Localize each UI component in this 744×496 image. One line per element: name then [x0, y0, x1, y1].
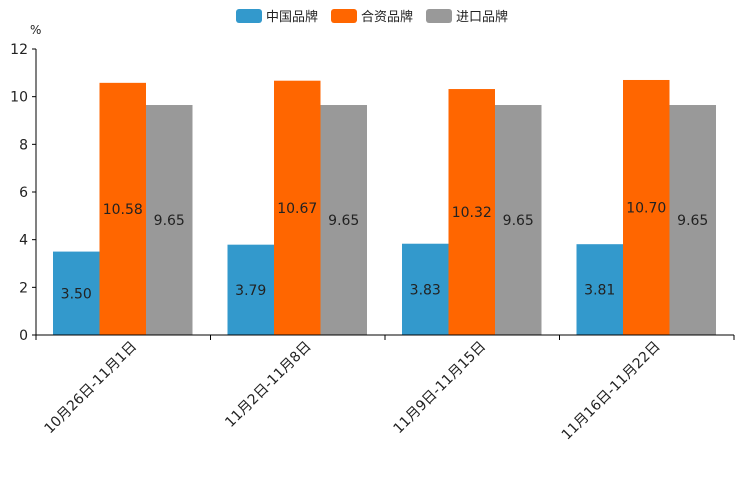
y-tick-label: 0	[19, 328, 28, 344]
bar	[99, 82, 146, 336]
bar-data-label: 9.65	[677, 213, 708, 229]
x-axis: 10月26日-11月1日 11月2日-11月8日 11月9日-11月15日 11月16…	[35, 334, 735, 444]
y-axis-unit-label: %	[30, 23, 41, 37]
y-tick-label: 10	[10, 90, 28, 106]
x-tick-label: 11月9日-11月15日	[391, 339, 490, 438]
legend-entry-2: 合资品牌	[331, 9, 413, 25]
bar-data-label: 10.67	[277, 201, 317, 217]
bar	[320, 105, 367, 335]
x-tick-label: 10月26日-11月1日	[42, 339, 141, 438]
legend-swatch	[331, 9, 357, 23]
bar	[53, 251, 100, 335]
bar	[669, 105, 716, 335]
bar-data-label: 10.32	[452, 205, 492, 221]
bar-data-label: 3.83	[410, 282, 441, 298]
legend-label: 进口品牌	[456, 9, 508, 25]
legend-label: 中国品牌	[266, 9, 318, 25]
bar-data-label: 3.79	[235, 283, 266, 299]
bar	[402, 243, 449, 335]
y-axis: 0 2 4 6 8 10 12	[10, 42, 37, 344]
legend-swatch	[426, 9, 452, 23]
bar	[274, 80, 321, 335]
legend: 中国品牌 合资品牌 进口品牌	[236, 9, 508, 25]
bar	[448, 89, 495, 335]
bar-data-label: 10.58	[103, 202, 143, 218]
bar-data-label: 9.65	[503, 213, 534, 229]
bars: 3.50 10.58 9.65 3.79 10.67 9.65 3.83 10.32 9.65 3…	[53, 79, 716, 336]
y-tick-label: 12	[10, 42, 28, 58]
legend-entry-1: 中国品牌	[236, 9, 318, 25]
bar	[576, 244, 623, 335]
legend-entry-3: 进口品牌	[426, 9, 508, 25]
legend-label: 合资品牌	[361, 9, 413, 25]
bar	[495, 105, 542, 335]
y-tick-label: 4	[19, 233, 28, 249]
bar	[623, 79, 670, 335]
x-tick-label: 11月2日-11月8日	[222, 339, 314, 431]
bar-data-label: 3.81	[584, 283, 615, 299]
bar-data-label: 10.70	[626, 200, 666, 216]
bar-data-label: 9.65	[328, 213, 359, 229]
bar-data-label: 9.65	[154, 213, 185, 229]
bar-data-label: 3.50	[61, 286, 92, 302]
y-tick-label: 6	[19, 185, 28, 201]
x-tick-label: 11月16日-11月22日	[559, 339, 664, 444]
y-tick-label: 8	[19, 137, 28, 153]
bar	[227, 244, 274, 335]
bar	[146, 105, 193, 335]
y-tick-label: 2	[19, 280, 28, 296]
legend-swatch	[236, 9, 262, 23]
